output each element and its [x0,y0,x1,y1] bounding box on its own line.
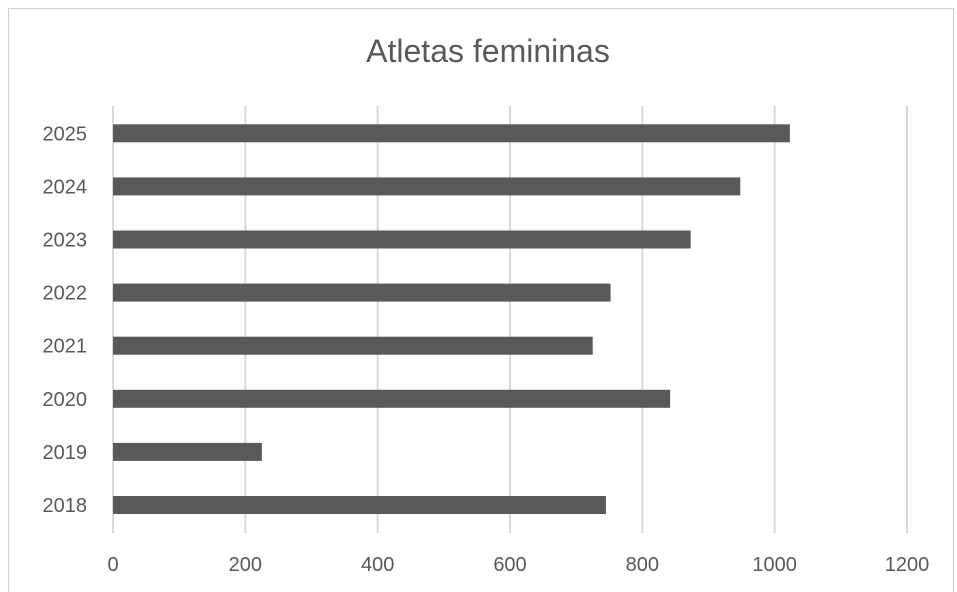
chart-title: Atletas femininas [366,33,610,69]
category-label-2020: 2020 [43,389,88,411]
category-label-2019: 2019 [43,442,88,464]
x-tick-label: 400 [361,554,394,576]
x-tick-label: 800 [626,554,659,576]
gridlines [112,106,908,533]
bar-2021 [113,336,593,355]
x-tick-label: 1200 [885,554,930,576]
category-labels: 2018 2019 2020 2021 2022 2023 2024 2025 [43,123,88,517]
bar-2022 [113,283,611,302]
bar-2024 [113,177,741,196]
category-label-2023: 2023 [43,230,88,252]
bar-2023 [113,230,691,249]
category-label-2018: 2018 [43,495,88,517]
category-label-2024: 2024 [43,176,88,198]
category-label-2025: 2025 [43,123,88,145]
x-tick-label: 0 [107,554,118,576]
bar-2020 [113,389,671,408]
x-tick-labels: 0 200 400 600 800 1000 1200 [107,554,929,576]
bars [113,124,790,514]
bar-2025 [113,124,790,143]
x-tick-label: 200 [229,554,262,576]
x-tick-label: 600 [493,554,526,576]
category-label-2021: 2021 [43,336,88,358]
x-tick-label: 1000 [752,554,797,576]
bar-2018 [113,496,606,514]
bar-2019 [113,442,262,461]
category-label-2022: 2022 [43,283,88,305]
